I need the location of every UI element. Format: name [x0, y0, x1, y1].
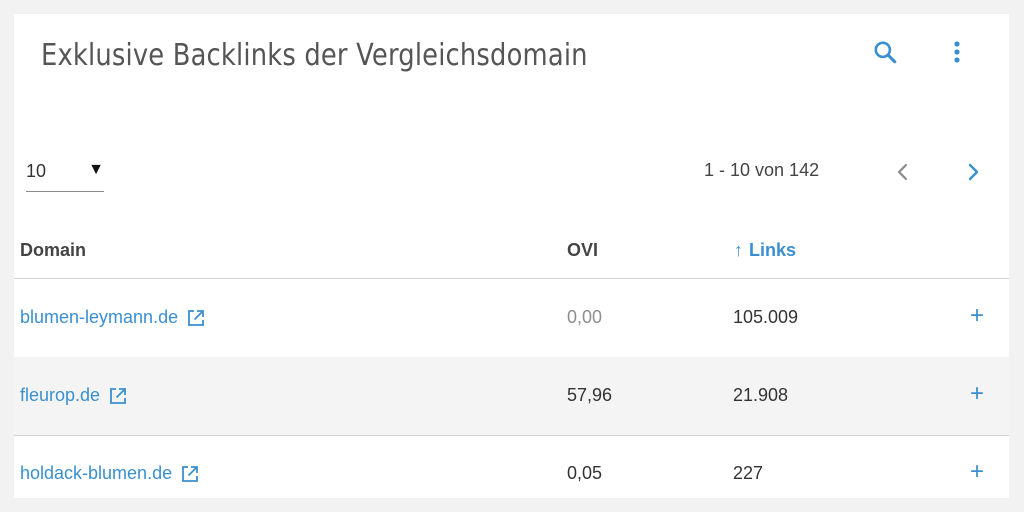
- ovi-value: 57,96: [567, 385, 613, 405]
- chevron-left-icon: [897, 163, 908, 181]
- search-button[interactable]: [867, 34, 903, 70]
- add-button[interactable]: +: [969, 380, 984, 407]
- domain-link[interactable]: fleurop.de: [20, 385, 128, 406]
- links-value: 105.009: [733, 307, 799, 327]
- table-header: Domain OVI ↑ Links: [14, 232, 1009, 279]
- next-page-button[interactable]: [955, 154, 991, 190]
- column-header-domain[interactable]: Domain: [20, 240, 87, 260]
- chevron-right-icon: [968, 163, 979, 181]
- external-link-icon[interactable]: [186, 308, 206, 328]
- rows-per-page-select[interactable]: 10 ▼: [26, 159, 104, 192]
- domain-link[interactable]: blumen-leymann.de: [20, 307, 206, 328]
- more-vertical-icon: [954, 41, 960, 63]
- table-row: fleurop.de 57,96 21.908 +: [14, 357, 1009, 436]
- rows-per-page-value: 10: [26, 161, 47, 181]
- domain-link[interactable]: holdack-blumen.de: [20, 463, 200, 484]
- previous-page-button[interactable]: [885, 154, 921, 190]
- search-icon: [874, 41, 897, 64]
- table-row: blumen-leymann.de 0,00 105.009 +: [14, 279, 1009, 358]
- add-button[interactable]: +: [969, 302, 984, 329]
- external-link-icon[interactable]: [180, 464, 200, 484]
- domain-text: holdack-blumen.de: [20, 463, 173, 483]
- dropdown-arrow-icon: ▼: [88, 161, 104, 178]
- sort-ascending-icon: ↑: [734, 240, 743, 260]
- column-header-links-label: Links: [749, 240, 797, 260]
- pagination-range: 1 - 10 von 142: [704, 160, 820, 180]
- links-value: 227: [733, 463, 764, 483]
- ovi-value: 0,00: [567, 307, 603, 327]
- domain-text: fleurop.de: [20, 385, 101, 405]
- card-title: Exklusive Backlinks der Vergleichsdomain: [41, 38, 588, 73]
- domain-text: blumen-leymann.de: [20, 307, 179, 327]
- exclusive-backlinks-card: Exklusive Backlinks der Vergleichsdomain…: [14, 14, 1009, 498]
- table-row: holdack-blumen.de 0,05 227 +: [14, 435, 1009, 498]
- add-button[interactable]: +: [969, 458, 984, 485]
- column-header-links[interactable]: ↑ Links: [734, 240, 796, 261]
- external-link-icon[interactable]: [108, 386, 128, 406]
- links-value: 21.908: [733, 385, 789, 405]
- column-header-ovi[interactable]: OVI: [567, 240, 599, 260]
- ovi-value: 0,05: [567, 463, 603, 483]
- more-options-button[interactable]: [939, 34, 975, 70]
